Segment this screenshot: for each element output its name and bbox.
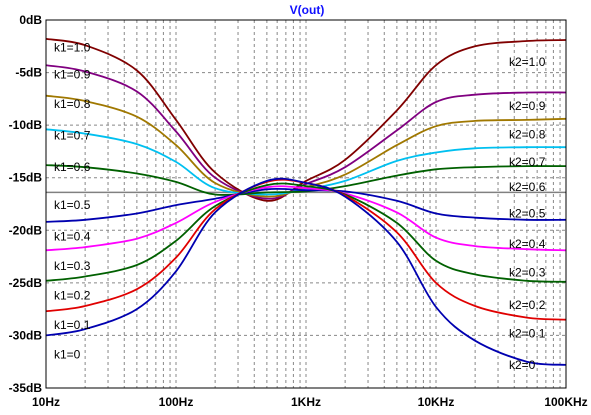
y-tick-label: -15dB [9, 171, 43, 185]
left-curve-label: k1=0.2 [54, 288, 91, 302]
left-curve-label: k1=0.4 [54, 230, 91, 244]
right-curve-label: k2=0.6 [509, 180, 546, 194]
right-curve-label: k2=0.3 [509, 265, 546, 279]
x-tick-label: 1KHz [291, 395, 321, 409]
left-curve-label: k1=0.8 [54, 97, 91, 111]
x-tick-label: 10Hz [32, 395, 60, 409]
right-curve-label: k2=0.5 [509, 206, 546, 220]
right-curve-label: k2=1.0 [509, 55, 546, 69]
series-line-7 [45, 182, 567, 283]
left-curve-label: k1=0.1 [54, 318, 91, 332]
right-curve-label: k2=0.1 [509, 326, 546, 340]
y-tick-label: 0dB [19, 13, 42, 27]
x-tick-label: 100KHz [544, 395, 587, 409]
left-curve-label: k1=0 [54, 347, 81, 361]
series-line-5 [45, 187, 567, 223]
axis-tick-labels: 0dB -5dB -10dB -15dB -20dB -25dB -30dB -35dB10H… [9, 13, 588, 409]
right-curve-label: k2=0.8 [509, 128, 546, 142]
left-curve-label: k1=0.3 [54, 259, 91, 273]
y-tick-label: -30dB [9, 328, 43, 342]
series-layer [45, 38, 567, 366]
left-curve-label: k1=0.7 [54, 129, 91, 143]
left-curve-label: k1=0.9 [54, 68, 91, 82]
right-curve-label: k2=0.9 [509, 99, 546, 113]
left-curve-label: k1=0.6 [54, 160, 91, 174]
series-line-0 [45, 38, 567, 202]
y-tick-label: -20dB [9, 223, 43, 237]
series-line-3 [45, 128, 567, 196]
left-curve-label: k1=0.5 [54, 198, 91, 212]
right-curve-label: k2=0 [509, 358, 536, 372]
grid [46, 20, 566, 388]
x-tick-label: 10KHz [418, 395, 455, 409]
right-curve-label: k2=0.7 [509, 155, 546, 169]
series-line-6 [45, 185, 567, 252]
left-curve-label: k1=1.0 [54, 40, 91, 54]
x-tick-label: 100Hz [159, 395, 194, 409]
plot-frame [45, 19, 567, 389]
chart-title: V(out) [290, 3, 325, 17]
right-curve-label: k2=0.4 [509, 237, 546, 251]
y-tick-label: -25dB [9, 276, 43, 290]
y-tick-label: -35dB [9, 381, 43, 395]
series-line-4 [45, 164, 567, 196]
series-line-9 [45, 177, 567, 366]
series-line-2 [45, 94, 567, 198]
series-line-1 [45, 64, 567, 200]
y-tick-label: -10dB [9, 118, 43, 132]
right-curve-label: k2=0.2 [509, 298, 546, 312]
curve-label-layer: k1=1.0 k1=0.9 k1=0.8 k1=0.7 k1=0.6 k1=0.5 k1=0… [54, 40, 546, 372]
y-tick-label: -5dB [15, 66, 42, 80]
